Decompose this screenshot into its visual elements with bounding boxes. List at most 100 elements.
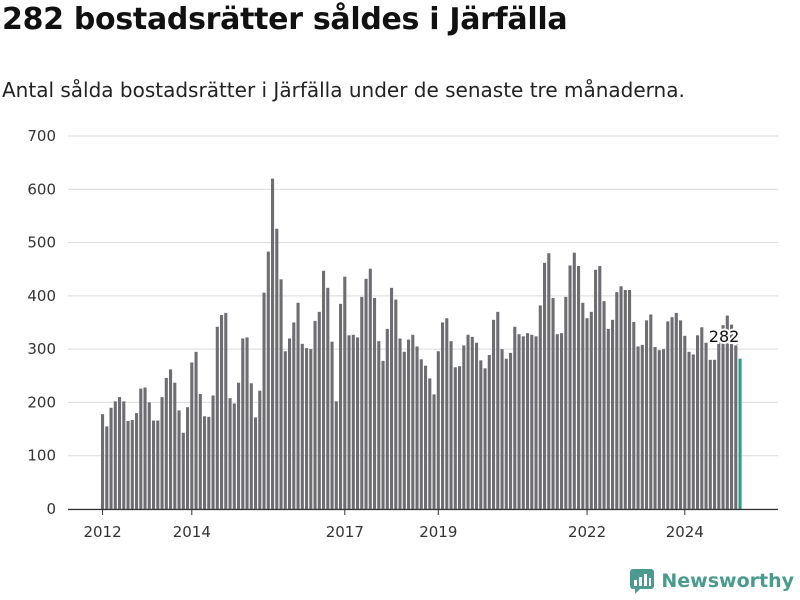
bar	[368, 268, 372, 509]
bar	[521, 336, 525, 509]
bar	[152, 420, 156, 509]
bar	[254, 417, 258, 509]
bar	[526, 333, 530, 509]
bar	[398, 338, 402, 509]
bar	[700, 327, 704, 509]
bar	[721, 325, 725, 509]
bar	[713, 359, 717, 509]
bar	[419, 359, 423, 509]
newsworthy-brand: Newsworthy	[629, 568, 794, 594]
bar	[377, 341, 381, 509]
bar	[394, 299, 398, 509]
bar	[258, 390, 262, 509]
bar	[334, 401, 338, 509]
bar	[585, 318, 589, 509]
bar	[381, 360, 385, 509]
bar	[666, 321, 670, 509]
bar	[734, 345, 738, 509]
bar	[670, 317, 674, 509]
bar	[232, 403, 236, 509]
bar	[118, 397, 122, 509]
bar	[683, 335, 687, 509]
bar	[623, 290, 627, 509]
bar	[458, 366, 462, 509]
bar	[424, 365, 428, 509]
x-tick-label: 2012	[83, 523, 121, 541]
bar	[415, 346, 419, 509]
x-tick-label: 2022	[568, 523, 606, 541]
bar	[317, 311, 321, 509]
bar	[262, 292, 266, 509]
bar	[547, 253, 551, 509]
bar	[390, 287, 394, 509]
bar	[479, 360, 483, 509]
bar	[228, 398, 232, 509]
y-tick-label: 400	[27, 287, 56, 305]
bar	[300, 343, 304, 509]
y-tick-label: 500	[27, 234, 56, 252]
bar	[577, 266, 581, 509]
bar	[708, 359, 712, 509]
bar	[509, 352, 513, 509]
bar	[373, 297, 377, 509]
bar	[249, 383, 253, 509]
bar	[636, 346, 640, 509]
x-axis: 2012 2014 2017 2019 2022 2024	[68, 508, 778, 541]
bar	[704, 342, 708, 509]
x-tick-label: 2014	[173, 523, 211, 541]
bar	[283, 351, 287, 509]
bar	[360, 296, 364, 509]
bar	[466, 334, 470, 509]
bar	[190, 362, 194, 509]
bar	[615, 292, 619, 509]
bar	[500, 349, 504, 509]
bar	[653, 347, 657, 509]
bar	[619, 286, 623, 509]
bar	[611, 319, 615, 509]
bar	[275, 228, 279, 509]
bar	[135, 413, 139, 509]
bar	[173, 382, 177, 509]
bar	[203, 416, 207, 509]
bar	[164, 377, 168, 509]
bar	[313, 320, 317, 509]
bar	[691, 354, 695, 509]
bar	[560, 333, 564, 509]
bar	[220, 315, 224, 509]
bar	[441, 322, 445, 509]
annotation-label: 282	[709, 327, 740, 346]
bar	[475, 342, 479, 509]
bar	[462, 345, 466, 509]
bar	[640, 344, 644, 509]
bar	[139, 388, 143, 509]
bar	[453, 367, 457, 509]
bar	[292, 322, 296, 509]
bar	[564, 296, 568, 509]
bar	[530, 334, 534, 509]
bar	[322, 270, 326, 509]
bar	[177, 410, 181, 509]
bar	[662, 349, 666, 509]
bar	[674, 312, 678, 509]
bar	[487, 355, 491, 509]
x-tick-label: 2017	[326, 523, 364, 541]
bar	[347, 335, 351, 509]
bar	[581, 302, 585, 509]
bar	[555, 334, 559, 509]
bar	[207, 416, 211, 509]
bar	[632, 321, 636, 509]
bar	[436, 351, 440, 509]
bar	[330, 341, 334, 509]
bar	[606, 328, 610, 509]
bar	[679, 320, 683, 509]
bar	[309, 349, 313, 509]
chart-title: 282 bostadsrätter såldes i Järfälla	[2, 2, 568, 37]
bar	[147, 402, 151, 509]
bar	[407, 339, 411, 509]
bar	[245, 337, 249, 509]
bar	[725, 315, 729, 509]
bar	[470, 336, 474, 509]
bar	[645, 320, 649, 509]
bar	[696, 335, 700, 509]
